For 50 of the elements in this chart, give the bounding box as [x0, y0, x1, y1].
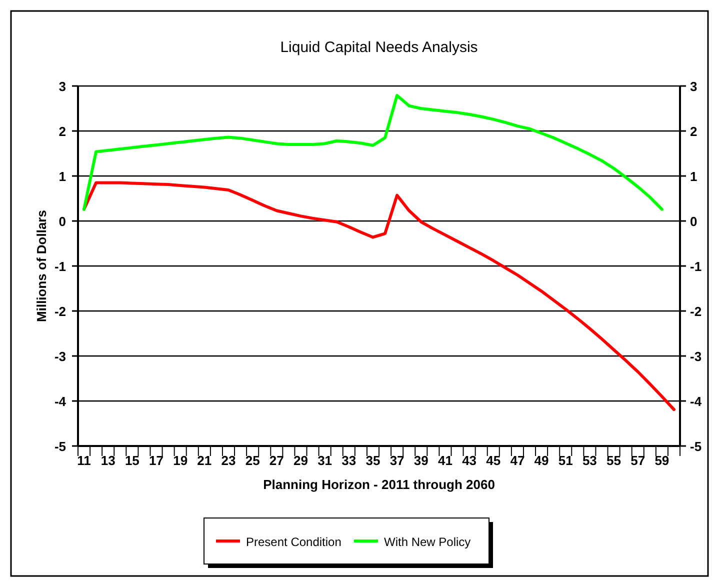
legend-label: Present Condition — [246, 535, 342, 549]
x-tick-label: 43 — [462, 453, 477, 468]
x-tick-label: 47 — [510, 453, 525, 468]
y2-tick-label: 0 — [690, 214, 698, 229]
x-tick-label: 31 — [318, 453, 332, 468]
y2-tick-label: -5 — [690, 439, 702, 454]
x-tick-label: 23 — [221, 453, 236, 468]
y-tick-label: 0 — [58, 214, 66, 229]
x-tick-label: 55 — [606, 453, 622, 468]
x-axis-title: Planning Horizon - 2011 through 2060 — [263, 477, 495, 492]
y2-tick-label: -1 — [690, 259, 702, 274]
y2-tick-label: 3 — [690, 79, 698, 94]
y2-tick-label: 2 — [690, 124, 698, 139]
x-tick-label: 45 — [486, 453, 501, 468]
y2-tick-label: -3 — [690, 349, 702, 364]
y2-tick-label: -4 — [690, 394, 702, 409]
x-tick-label: 17 — [149, 453, 164, 468]
x-tick-label: 57 — [630, 453, 646, 468]
y-tick-label: -5 — [54, 439, 66, 454]
line-series — [82, 181, 676, 412]
x-tick-label: 51 — [558, 453, 573, 468]
x-tick-label: 13 — [100, 453, 116, 468]
x-tick-label: 39 — [414, 453, 428, 468]
x-tick-label: 59 — [654, 453, 670, 468]
x-tick-label: 11 — [77, 453, 91, 468]
y-tick-label: 1 — [58, 169, 66, 184]
x-tick-label: 49 — [534, 453, 549, 468]
y-tick-label: 3 — [58, 79, 66, 94]
x-tick-label: 33 — [342, 453, 356, 468]
y2-tick-label: -2 — [690, 304, 702, 319]
y-axis-title: Millions of Dollars — [34, 210, 49, 322]
y-tick-label: -4 — [54, 394, 67, 409]
y2-tick-label: 1 — [690, 169, 698, 184]
x-tick-label: 41 — [438, 453, 452, 468]
chart-title: Liquid Capital Needs Analysis — [280, 39, 478, 56]
y-tick-label: -3 — [54, 349, 66, 364]
x-tick-label: 15 — [124, 453, 140, 468]
y-tick-label: -2 — [54, 304, 66, 319]
x-tick-label: 27 — [269, 453, 284, 468]
x-tick-label: 29 — [294, 453, 308, 468]
x-tick-label: 53 — [582, 453, 597, 468]
y-tick-label: -1 — [54, 259, 66, 274]
x-tick-label: 35 — [366, 453, 380, 468]
x-tick-label: 25 — [245, 453, 260, 468]
x-tick-label: 37 — [390, 453, 404, 468]
y-tick-label: 2 — [58, 124, 66, 139]
line-series — [82, 94, 664, 211]
legend-label: With New Policy — [384, 535, 471, 549]
x-tick-label: 21 — [197, 453, 212, 468]
x-tick-label: 19 — [173, 453, 188, 468]
